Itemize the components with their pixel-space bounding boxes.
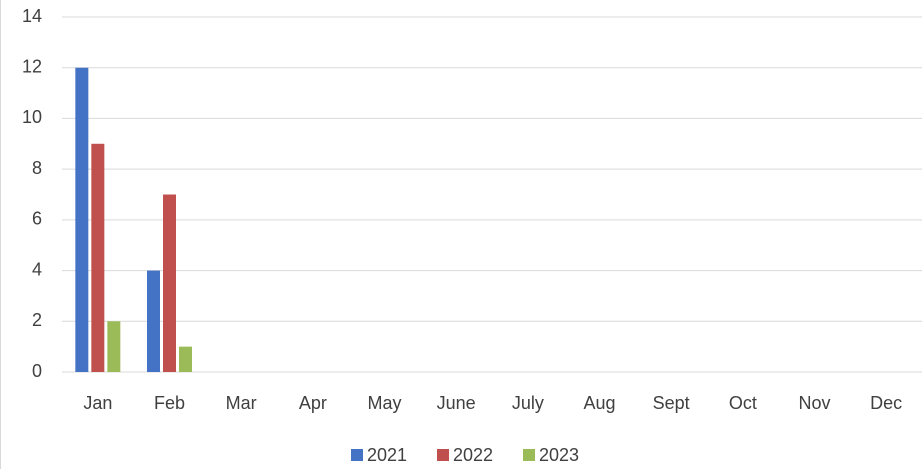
legend-swatch [523, 449, 535, 461]
x-tick-label: Oct [729, 393, 757, 413]
x-tick-label: Jan [83, 393, 112, 413]
x-tick-label: May [367, 393, 401, 413]
y-tick-label: 14 [22, 6, 42, 26]
bar [147, 270, 160, 372]
x-tick-label: Mar [226, 393, 257, 413]
x-tick-label: Dec [870, 393, 902, 413]
x-tick-label: Nov [798, 393, 830, 413]
y-tick-label: 2 [32, 310, 42, 330]
bar [75, 67, 89, 372]
x-tick-label: July [512, 393, 544, 413]
y-tick-label: 4 [32, 259, 42, 279]
x-tick-label: Apr [299, 393, 327, 413]
y-tick-label: 0 [32, 361, 42, 381]
legend-label: 2023 [539, 445, 579, 465]
bar [163, 194, 176, 372]
bar [107, 321, 121, 372]
legend-label: 2022 [453, 445, 493, 465]
x-tick-label: Aug [583, 393, 615, 413]
y-tick-label: 6 [32, 209, 42, 229]
bar [91, 143, 105, 372]
x-tick-label: Sept [653, 393, 690, 413]
legend-label: 2021 [367, 445, 407, 465]
y-tick-label: 10 [22, 107, 42, 127]
bar [179, 346, 192, 372]
x-tick-label: Feb [154, 393, 185, 413]
x-tick-label: June [437, 393, 476, 413]
legend-swatch [437, 449, 449, 461]
y-tick-label: 12 [22, 56, 42, 76]
y-tick-label: 8 [32, 158, 42, 178]
legend-swatch [351, 449, 363, 461]
